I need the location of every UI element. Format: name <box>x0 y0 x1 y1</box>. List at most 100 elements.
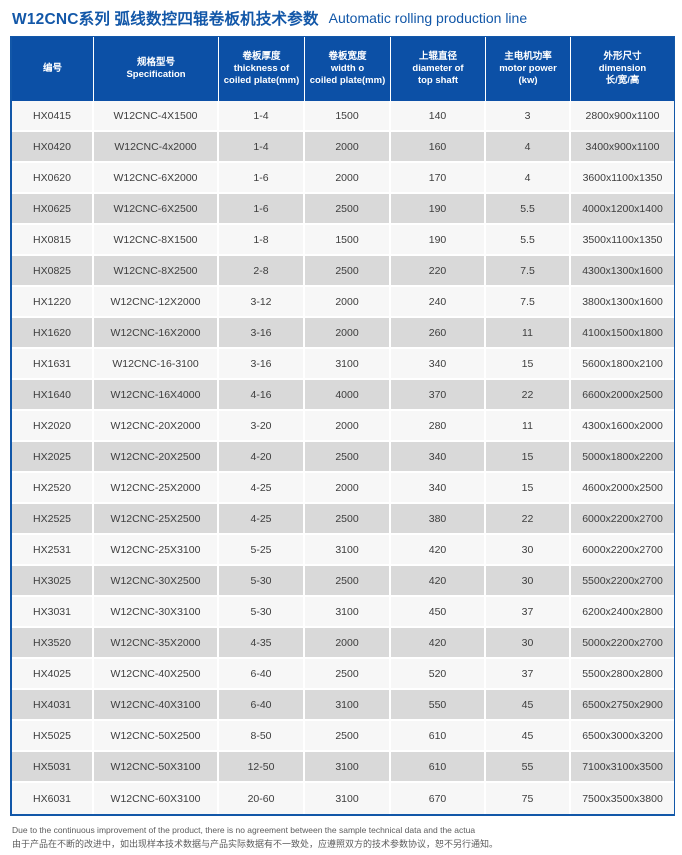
cell-code: HX0825 <box>12 256 94 287</box>
column-header-top-shaft-diameter-extra: top shaft <box>417 74 459 86</box>
cell-motor-power: 4 <box>486 132 571 163</box>
cell-dimension: 5500x2200x2700 <box>571 566 674 597</box>
column-header-dimension-cn: 外形尺寸 <box>603 51 642 63</box>
table-row: HX4031 W12CNC-40X3100 6-40 3100 550 45 6500x27… <box>12 690 674 721</box>
table-row: HX1640 W12CNC-16X4000 4-16 4000 370 22 6600x20… <box>12 380 674 411</box>
column-header-code: 编号 <box>12 37 94 101</box>
cell-dimension: 6500x3000x3200 <box>571 721 674 752</box>
table-row: HX3025 W12CNC-30X2500 5-30 2500 420 30 5500x22… <box>12 566 674 597</box>
table-header: 编号 规格型号 Specification 卷板厚度 thickness of … <box>12 37 674 101</box>
specifications-table: 编号 规格型号 Specification 卷板厚度 thickness of … <box>10 36 675 816</box>
cell-thickness: 6-40 <box>219 690 305 721</box>
table-row: HX1220 W12CNC-12X2000 3-12 2000 240 7.5 3800x1… <box>12 287 674 318</box>
cell-specification: W12CNC-50X3100 <box>94 752 219 783</box>
cell-width: 3100 <box>305 349 391 380</box>
cell-thickness: 2-8 <box>219 256 305 287</box>
cell-dimension: 6000x2200x2700 <box>571 535 674 566</box>
cell-code: HX1631 <box>12 349 94 380</box>
cell-code: HX3025 <box>12 566 94 597</box>
cell-width: 3100 <box>305 783 391 814</box>
cell-top-shaft-diameter: 420 <box>391 535 486 566</box>
cell-motor-power: 55 <box>486 752 571 783</box>
cell-width: 1500 <box>305 101 391 132</box>
table-row: HX1631 W12CNC-16-3100 3-16 3100 340 15 5600x18… <box>12 349 674 380</box>
cell-motor-power: 30 <box>486 535 571 566</box>
cell-motor-power: 75 <box>486 783 571 814</box>
cell-specification: W12CNC-30X2500 <box>94 566 219 597</box>
table-header-row: 编号 规格型号 Specification 卷板厚度 thickness of … <box>12 37 674 101</box>
cell-thickness: 20-60 <box>219 783 305 814</box>
cell-motor-power: 4 <box>486 163 571 194</box>
column-header-width-unit: coiled plate(mm) <box>309 74 386 86</box>
cell-dimension: 5000x2200x2700 <box>571 628 674 659</box>
cell-top-shaft-diameter: 220 <box>391 256 486 287</box>
column-header-top-shaft-diameter-en: diameter of <box>412 63 464 75</box>
cell-width: 4000 <box>305 380 391 411</box>
footer-line-english: Due to the continuous improvement of the… <box>12 825 476 835</box>
cell-specification: W12CNC-6X2000 <box>94 163 219 194</box>
cell-motor-power: 15 <box>486 442 571 473</box>
cell-width: 2000 <box>305 411 391 442</box>
column-header-width: 卷板宽度 width o coiled plate(mm) <box>305 37 391 101</box>
cell-specification: W12CNC-25X3100 <box>94 535 219 566</box>
cell-dimension: 6500x2750x2900 <box>571 690 674 721</box>
cell-specification: W12CNC-6X2500 <box>94 194 219 225</box>
cell-thickness: 1-6 <box>219 194 305 225</box>
cell-thickness: 3-16 <box>219 349 305 380</box>
column-header-dimension-extra: 长/宽/高 <box>605 74 640 86</box>
cell-dimension: 5500x2800x2800 <box>571 659 674 690</box>
cell-width: 2500 <box>305 256 391 287</box>
cell-width: 2000 <box>305 287 391 318</box>
table-row: HX6031 W12CNC-60X3100 20-60 3100 670 75 7500x3… <box>12 783 674 814</box>
cell-thickness: 3-16 <box>219 318 305 349</box>
cell-motor-power: 5.5 <box>486 194 571 225</box>
cell-thickness: 3-12 <box>219 287 305 318</box>
cell-thickness: 1-4 <box>219 132 305 163</box>
cell-width: 2000 <box>305 628 391 659</box>
table-row: HX3031 W12CNC-30X3100 5-30 3100 450 37 6200x24… <box>12 597 674 628</box>
table-body: HX0415 W12CNC-4X1500 1-4 1500 140 3 2800x900x1… <box>12 101 674 814</box>
cell-thickness: 4-20 <box>219 442 305 473</box>
cell-width: 3100 <box>305 597 391 628</box>
cell-motor-power: 7.5 <box>486 287 571 318</box>
table-row: HX0415 W12CNC-4X1500 1-4 1500 140 3 2800x900x1… <box>12 101 674 132</box>
page-title-chinese: W12CNC系列 弧线数控四辊卷板机技术参数 <box>12 11 319 28</box>
cell-specification: W12CNC-50X2500 <box>94 721 219 752</box>
cell-dimension: 5000x1800x2200 <box>571 442 674 473</box>
cell-width: 2500 <box>305 194 391 225</box>
cell-thickness: 1-6 <box>219 163 305 194</box>
cell-specification: W12CNC-20X2000 <box>94 411 219 442</box>
cell-top-shaft-diameter: 610 <box>391 752 486 783</box>
cell-top-shaft-diameter: 450 <box>391 597 486 628</box>
cell-motor-power: 30 <box>486 628 571 659</box>
cell-dimension: 2800x900x1100 <box>571 101 674 132</box>
column-header-thickness-cn: 卷板厚度 <box>242 51 281 63</box>
table-row: HX5031 W12CNC-50X3100 12-50 3100 610 55 7100x3… <box>12 752 674 783</box>
table-row: HX2531 W12CNC-25X3100 5-25 3100 420 30 6000x22… <box>12 535 674 566</box>
cell-width: 2000 <box>305 163 391 194</box>
cell-code: HX2025 <box>12 442 94 473</box>
column-header-top-shaft-diameter: 上辊直径 diameter of top shaft <box>391 37 486 101</box>
cell-dimension: 3800x1300x1600 <box>571 287 674 318</box>
column-header-dimension: 外形尺寸 dimension 长/宽/高 <box>571 37 674 101</box>
column-header-motor-power: 主电机功率 motor power (kw) <box>486 37 571 101</box>
column-header-motor-power-cn: 主电机功率 <box>504 51 552 63</box>
cell-specification: W12CNC-60X3100 <box>94 783 219 814</box>
cell-dimension: 6200x2400x2800 <box>571 597 674 628</box>
column-header-thickness-unit: coiled plate(mm) <box>223 74 300 86</box>
table-row: HX2525 W12CNC-25X2500 4-25 2500 380 22 6000x22… <box>12 504 674 535</box>
column-header-code-cn: 编号 <box>42 63 62 75</box>
cell-specification: W12CNC-25X2500 <box>94 504 219 535</box>
cell-top-shaft-diameter: 340 <box>391 349 486 380</box>
cell-dimension: 7100x3100x3500 <box>571 752 674 783</box>
cell-motor-power: 37 <box>486 597 571 628</box>
cell-top-shaft-diameter: 170 <box>391 163 486 194</box>
cell-code: HX2020 <box>12 411 94 442</box>
table-row: HX3520 W12CNC-35X2000 4-35 2000 420 30 5000x22… <box>12 628 674 659</box>
cell-code: HX5025 <box>12 721 94 752</box>
column-header-width-cn: 卷板宽度 <box>328 51 367 63</box>
table-row: HX2520 W12CNC-25X2000 4-25 2000 340 15 4600x20… <box>12 473 674 504</box>
table-row: HX2025 W12CNC-20X2500 4-20 2500 340 15 5000x18… <box>12 442 674 473</box>
cell-dimension: 4100x1500x1800 <box>571 318 674 349</box>
